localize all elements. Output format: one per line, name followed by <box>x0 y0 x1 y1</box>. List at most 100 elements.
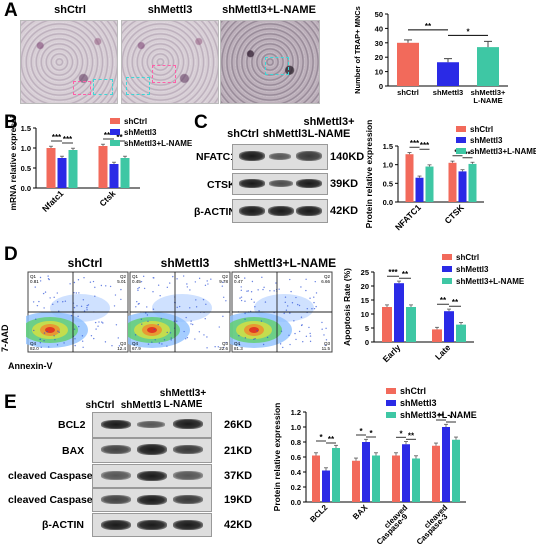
scatter-cloud <box>147 327 157 333</box>
scatter-point <box>76 305 78 307</box>
scatter-point <box>195 306 198 308</box>
scatter-point <box>306 308 309 310</box>
y-axis-label: Number of TRAP+ MNCs <box>353 6 362 94</box>
bar <box>312 455 320 502</box>
bar <box>362 442 370 502</box>
scatter-point <box>204 318 206 320</box>
scatter-point <box>118 345 121 347</box>
significance-label: * <box>449 414 453 423</box>
y-tick-label: 50 <box>375 10 383 19</box>
bar <box>332 448 340 502</box>
scatter-point <box>32 301 35 303</box>
blot-size: 140KD <box>330 151 365 163</box>
x-tick-label: CTSK <box>442 202 466 226</box>
scatter-point <box>115 324 118 326</box>
scatter-point <box>178 305 181 308</box>
scatter-point <box>186 286 189 288</box>
scatter-point <box>58 331 60 333</box>
scatter-point <box>289 278 291 281</box>
bar <box>57 158 67 188</box>
bar <box>392 455 400 502</box>
scatter-point <box>311 308 313 310</box>
bar <box>120 158 130 188</box>
scatter-point <box>81 335 84 337</box>
scatter-point <box>138 286 140 289</box>
bar <box>452 439 460 502</box>
y-tick-label: 0.5 <box>383 179 393 188</box>
scatter-point <box>64 300 67 302</box>
scatter-point <box>134 334 137 336</box>
scatter-cloud <box>249 327 259 333</box>
trap-image-shctrl <box>20 20 118 104</box>
x-tick-label: shMettl3 <box>433 88 463 97</box>
inset-box <box>126 77 150 95</box>
scatter-point <box>285 309 288 311</box>
quadrant-name: Q4 <box>30 341 37 346</box>
scatter-point <box>298 330 301 333</box>
western-blot-caspase3 <box>92 488 212 512</box>
scatter-point <box>170 337 172 339</box>
scatter-point <box>58 310 60 312</box>
legend-label: shMettl3 <box>470 136 503 145</box>
y-tick-label: 0.0 <box>21 184 31 193</box>
scatter-point <box>78 325 80 328</box>
scatter-point <box>81 340 84 342</box>
bar <box>432 329 442 342</box>
legend-swatch <box>386 400 396 406</box>
legend-label: shCtrl <box>124 117 147 126</box>
scatter-point <box>73 328 76 330</box>
scatter-point <box>284 301 286 304</box>
scatter-point <box>278 288 280 290</box>
scatter-point <box>254 306 256 308</box>
scatter-point <box>256 330 258 332</box>
scatter-point <box>282 346 284 349</box>
scatter-point <box>146 306 148 308</box>
significance-label: *** <box>63 135 73 144</box>
scatter-point <box>137 303 140 305</box>
x-tick-label: Late <box>433 342 453 362</box>
scatter-point <box>250 298 253 301</box>
significance-label: *** <box>52 133 62 142</box>
scatter-point <box>74 344 76 347</box>
scatter-point <box>244 337 247 339</box>
scatter-point <box>143 287 146 290</box>
quadrant-value: 0.45 <box>132 279 141 284</box>
quadrant-value: 5.01 <box>117 279 126 284</box>
scatter-point <box>302 341 304 343</box>
panel-label-b: B <box>4 112 18 133</box>
bar <box>402 444 410 502</box>
scatter-point <box>325 327 327 330</box>
scatter-point <box>295 296 297 299</box>
scatter-point <box>176 278 178 280</box>
scatter-point <box>206 336 208 338</box>
scatter-point <box>154 339 156 341</box>
scatter-point <box>153 328 156 331</box>
scatter-point <box>262 288 264 291</box>
quadrant-name: Q1 <box>30 274 37 279</box>
y-tick-label: 20 <box>361 282 369 291</box>
scatter-point <box>266 336 269 339</box>
scatter-point <box>166 286 169 289</box>
scatter-point <box>246 290 248 292</box>
scatter-point <box>38 300 40 303</box>
scatter-point <box>105 285 107 287</box>
bar <box>397 42 419 86</box>
scatter-point <box>82 299 85 301</box>
scatter-point <box>260 320 263 322</box>
panel-d-header-shctrl: shCtrl <box>67 256 103 270</box>
bar <box>322 470 330 502</box>
significance-label: * <box>359 427 363 436</box>
scatter-point <box>69 283 71 285</box>
legend-label: shCtrl <box>470 125 493 134</box>
scatter-point <box>160 317 162 320</box>
scatter-point <box>104 341 107 343</box>
scatter-point <box>258 310 260 312</box>
scatter-point <box>120 298 122 301</box>
scatter-point <box>172 275 174 278</box>
scatter-point <box>222 315 224 318</box>
bar <box>382 307 392 342</box>
panel-d-header-lname: shMettl3+L-NAME <box>233 256 337 270</box>
scatter-point <box>240 296 243 298</box>
western-blot-bcl2 <box>92 412 212 438</box>
